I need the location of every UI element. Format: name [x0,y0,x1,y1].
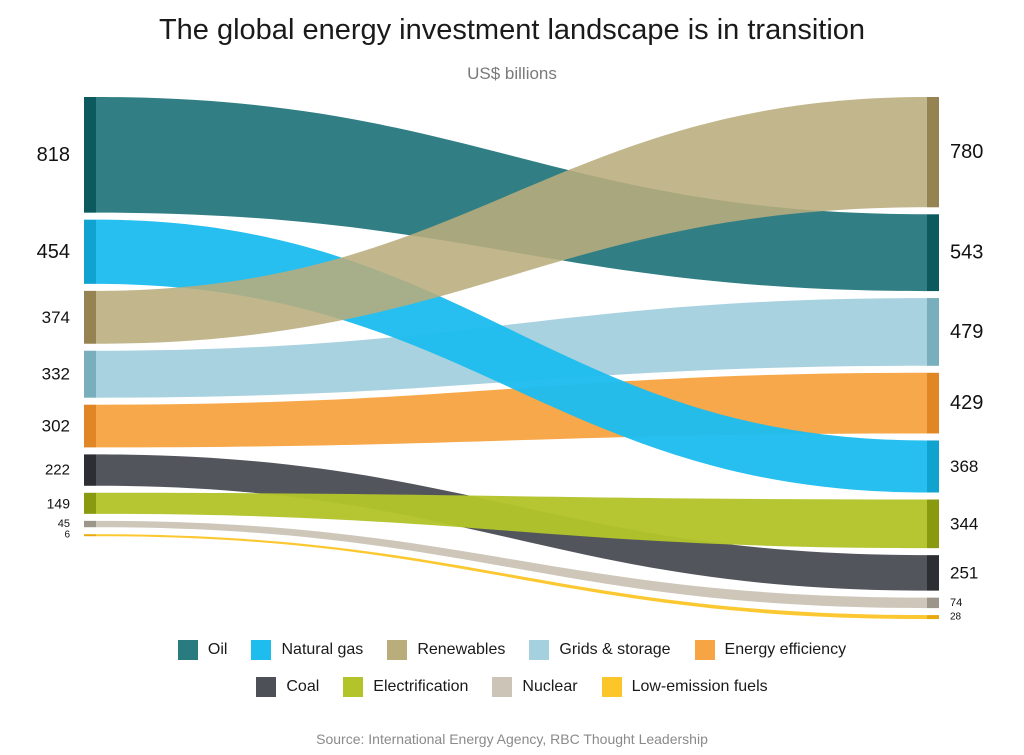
end-bar-renewables [927,97,939,208]
start-value-natural-gas: 454 [37,241,70,263]
start-bar-energy-efficiency [84,404,96,448]
source-note: Source: International Energy Agency, RBC… [316,731,708,747]
legend-item-coal: Coal [256,677,319,697]
start-value-coal: 222 [45,462,70,479]
legend-row-2: Coal Electrification Nuclear Low-emission f… [0,677,1024,697]
end-value-coal: 251 [950,563,978,582]
legend-swatch-electrification [343,677,364,697]
legend-label-renewables: Renewables [417,641,506,658]
legend-item-low-emission-fuels: Low-emission fuels [601,677,768,697]
sankey-chart: 818 454 374 332 302 222 149 456 780 543 479 429 368 3… [37,97,984,623]
chart-subtitle: US$ billions [467,64,557,83]
start-value-renewables: 374 [42,308,70,327]
end-value-natural-gas: 368 [950,457,978,476]
legend-item-renewables: Renewables [387,640,505,660]
flow-renewables [96,97,927,344]
legend-swatch-nuclear [492,677,513,697]
end-bar-nuclear [927,597,939,609]
legend-item-energy-efficiency: Energy efficiency [694,640,847,660]
legend-swatch-natural-gas [251,640,272,660]
legend-label-natural-gas: Natural gas [281,641,364,658]
legend-swatch-coal [256,677,277,697]
flow-electrification [96,492,927,549]
label-layer: 818 454 374 332 302 222 149 456 780 543 479 429 368 3… [37,141,984,622]
start-bar-nuclear [84,520,96,528]
end-value-renewables: 780 [950,141,983,163]
legend-item-nuclear: Nuclear [492,677,578,697]
start-bar-oil [84,97,96,213]
legend-row-1: Oil Natural gas Renewables Grids & storage E… [0,640,1024,660]
legend-swatch-renewables [387,640,408,660]
legend-item-grids-and-storage: Grids & storage [529,640,671,660]
start-value-oil: 818 [37,144,70,166]
flow-layer [96,97,927,620]
legend-item-oil: Oil [177,640,228,660]
start-value-electrification: 149 [47,495,71,511]
start-bar-low-emission-fuels [84,534,96,537]
end-value-electrification: 344 [950,514,978,533]
chart-title: The global energy investment landscape i… [158,14,866,46]
end-bar-grids-and-storage [927,298,939,366]
flow-nuclear [96,520,927,609]
end-bar-electrification [927,499,939,549]
end-bar-natural-gas [927,440,939,493]
start-bar-coal [84,454,96,486]
legend-label-low-emission-fuels: Low-emission fuels [631,678,768,695]
start-bar-grids-and-storage [84,350,96,398]
legend-label-energy-efficiency: Energy efficiency [724,641,847,658]
legend-swatch-grids-and-storage [529,640,550,660]
end-value-low-emission-fuels: 28 [950,612,962,623]
start-bar-electrification [84,492,96,514]
end-bar-oil [927,214,939,292]
start-bar-natural-gas [84,219,96,284]
legend-label-oil: Oil [207,641,228,658]
end-bar-energy-efficiency [927,372,939,434]
legend-label-electrification: Electrification [373,678,469,695]
end-value-nuclear: 74 [950,597,962,609]
end-bar-low-emission-fuels [927,615,939,620]
end-value-grids-and-storage: 479 [950,321,983,343]
bar-layer [84,97,939,620]
legend-item-electrification: Electrification [343,677,468,697]
legend-label-coal: Coal [286,678,320,695]
flow-low-emission-fuels [96,534,927,620]
legend-swatch-low-emission-fuels [601,677,622,697]
start-value-low-emission-fuels: 6 [64,530,70,541]
end-value-oil: 543 [950,242,983,264]
legend-item-natural-gas: Natural gas [251,640,363,660]
start-value-nuclear: 45 [58,518,70,530]
legend-swatch-oil [177,640,198,660]
legend-label-grids-and-storage: Grids & storage [559,641,671,658]
start-bar-renewables [84,290,96,344]
start-value-energy-efficiency: 302 [42,417,70,436]
legend-label-nuclear: Nuclear [522,678,578,695]
start-value-grids-and-storage: 332 [42,365,70,384]
legend-swatch-energy-efficiency [694,640,715,660]
end-bar-coal [927,555,939,591]
end-value-energy-efficiency: 429 [950,392,983,414]
